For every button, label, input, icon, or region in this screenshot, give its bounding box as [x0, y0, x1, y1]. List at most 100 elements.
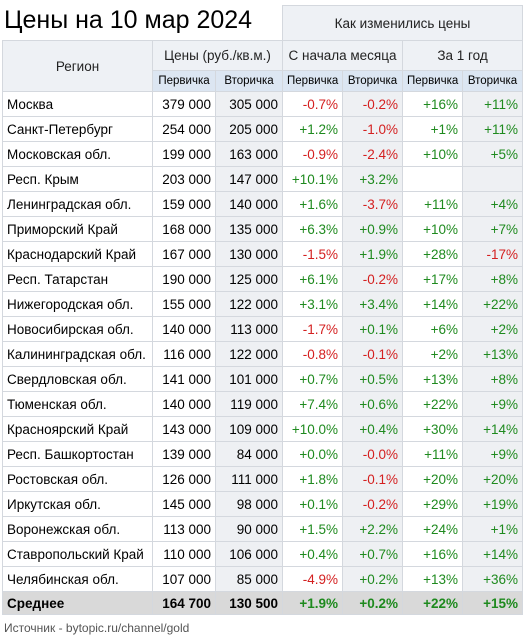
- value-cell: +11%: [462, 116, 524, 142]
- region-cell: Ленинградская обл.: [2, 191, 153, 217]
- value-cell: 130 500: [214, 591, 284, 615]
- table-row: Воронежская обл. 113 000 90 000 +1.5% +2.2% +…: [2, 516, 524, 542]
- value-cell: +3.1%: [282, 291, 344, 317]
- value-cell: -0.2%: [342, 491, 404, 517]
- table-row: Респ. Крым 203 000 147 000 +10.1% +3.2%: [2, 166, 524, 192]
- year-header: За 1 год: [402, 40, 524, 71]
- table-row: Иркутская обл. 145 000 98 000 +0.1% -0.2% +29…: [2, 491, 524, 517]
- region-cell: Респ. Крым: [2, 166, 153, 192]
- sub-header: Вторичка: [342, 70, 404, 92]
- value-cell: +16%: [402, 91, 464, 117]
- value-cell: +2%: [462, 316, 524, 342]
- value-cell: +19%: [462, 491, 524, 517]
- value-cell: +0.1%: [342, 316, 404, 342]
- region-cell: Свердловская обл.: [2, 366, 153, 392]
- value-cell: 140 000: [152, 391, 216, 417]
- sub-header: Вторичка: [462, 70, 524, 92]
- value-cell: +9%: [462, 441, 524, 467]
- value-cell: -17%: [462, 241, 524, 267]
- table-row: Ставропольский Край 110 000 106 000 +0.4% +0…: [2, 541, 524, 567]
- sub-header: Первичка: [152, 70, 216, 92]
- value-cell: +0.5%: [342, 366, 404, 392]
- table-row: Приморский Край 168 000 135 000 +6.3% +0.9% +…: [2, 216, 524, 242]
- value-cell: 147 000: [214, 166, 284, 192]
- value-cell: [462, 166, 524, 192]
- region-header: Регион: [2, 40, 153, 92]
- value-cell: -0.2%: [342, 266, 404, 292]
- table-row: Респ. Татарстан 190 000 125 000 +6.1% -0.2% +…: [2, 266, 524, 292]
- value-cell: +8%: [462, 366, 524, 392]
- value-cell: 113 000: [152, 516, 216, 542]
- price-table: Как изменились цены Регион Цены (руб./кв.…: [2, 5, 524, 615]
- value-cell: 164 700: [152, 591, 216, 615]
- value-cell: +11%: [402, 441, 464, 467]
- value-cell: -0.7%: [282, 91, 344, 117]
- value-cell: 85 000: [214, 566, 284, 592]
- value-cell: +0.1%: [282, 491, 344, 517]
- value-cell: +0.0%: [282, 441, 344, 467]
- table-row: Санкт-Петербург 254 000 205 000 +1.2% -1.0% +…: [2, 116, 524, 142]
- value-cell: +15%: [462, 591, 524, 615]
- value-cell: +0.9%: [342, 216, 404, 242]
- region-cell: Челябинская обл.: [2, 566, 153, 592]
- value-cell: +22%: [462, 291, 524, 317]
- value-cell: +28%: [402, 241, 464, 267]
- value-cell: +13%: [462, 341, 524, 367]
- value-cell: -0.0%: [342, 441, 404, 467]
- source: Источник - bytopic.ru/channel/gold: [4, 621, 190, 635]
- value-cell: +3.2%: [342, 166, 404, 192]
- value-cell: 110 000: [152, 541, 216, 567]
- value-cell: -0.1%: [342, 466, 404, 492]
- value-cell: 203 000: [152, 166, 216, 192]
- value-cell: +0.2%: [342, 566, 404, 592]
- sub-header: Первичка: [282, 70, 344, 92]
- value-cell: 84 000: [214, 441, 284, 467]
- value-cell: +6.3%: [282, 216, 344, 242]
- value-cell: +20%: [402, 466, 464, 492]
- value-cell: -0.8%: [282, 341, 344, 367]
- value-cell: 109 000: [214, 416, 284, 442]
- value-cell: +1%: [402, 116, 464, 142]
- sub-header: Вторичка: [214, 70, 284, 92]
- prices-header: Цены (руб./кв.м.): [151, 40, 284, 71]
- value-cell: 141 000: [152, 366, 216, 392]
- value-cell: 379 000: [152, 91, 216, 117]
- value-cell: 199 000: [152, 141, 216, 167]
- value-cell: +14%: [402, 291, 464, 317]
- value-cell: +36%: [462, 566, 524, 592]
- value-cell: 90 000: [214, 516, 284, 542]
- table-row: Ленинградская обл. 159 000 140 000 +1.6% -3.…: [2, 191, 524, 217]
- value-cell: 190 000: [152, 266, 216, 292]
- value-cell: 167 000: [152, 241, 216, 267]
- table-row: Среднее 164 700 130 500 +1.9% +0.2% +22% +15%: [2, 591, 524, 615]
- value-cell: 254 000: [152, 116, 216, 142]
- value-cell: -2.4%: [342, 141, 404, 167]
- value-cell: +1.9%: [342, 241, 404, 267]
- value-cell: -1.7%: [282, 316, 344, 342]
- value-cell: +3.4%: [342, 291, 404, 317]
- value-cell: +1%: [462, 516, 524, 542]
- value-cell: +11%: [462, 91, 524, 117]
- table-row: Тюменская обл. 140 000 119 000 +7.4% +0.6% +2…: [2, 391, 524, 417]
- value-cell: +16%: [402, 541, 464, 567]
- table-row: Красноярский Край 143 000 109 000 +10.0% +0.…: [2, 416, 524, 442]
- value-cell: -0.2%: [342, 91, 404, 117]
- value-cell: 140 000: [214, 191, 284, 217]
- value-cell: -0.9%: [282, 141, 344, 167]
- value-cell: 122 000: [214, 341, 284, 367]
- table-row: Новосибирская обл. 140 000 113 000 -1.7% +0.…: [2, 316, 524, 342]
- value-cell: +22%: [402, 591, 464, 615]
- value-cell: +2%: [402, 341, 464, 367]
- region-cell: Ростовская обл.: [2, 466, 153, 492]
- value-cell: +10.1%: [282, 166, 344, 192]
- value-cell: 122 000: [214, 291, 284, 317]
- value-cell: +0.4%: [342, 416, 404, 442]
- table-row: Ростовская обл. 126 000 111 000 +1.8% -0.1% +…: [2, 466, 524, 492]
- value-cell: +7.4%: [282, 391, 344, 417]
- region-cell: Красноярский Край: [2, 416, 153, 442]
- value-cell: 98 000: [214, 491, 284, 517]
- value-cell: +1.8%: [282, 466, 344, 492]
- value-cell: +6.1%: [282, 266, 344, 292]
- value-cell: +2.2%: [342, 516, 404, 542]
- value-cell: +17%: [402, 266, 464, 292]
